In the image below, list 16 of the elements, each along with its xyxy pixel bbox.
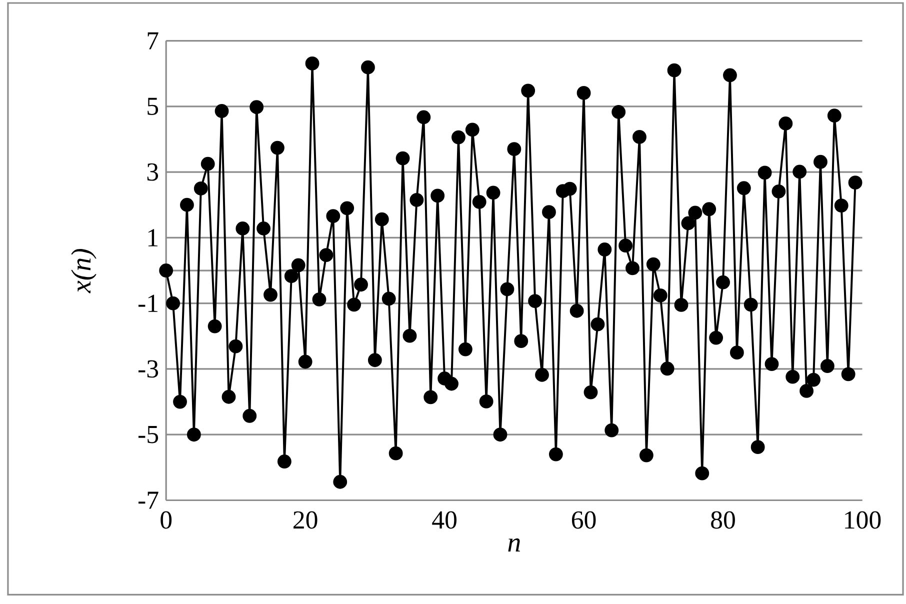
x-tick-label: 0: [160, 511, 172, 529]
x-axis-title: n: [508, 538, 520, 552]
y-tick-label: 1: [148, 229, 158, 246]
x-tick-label: 80: [711, 511, 735, 529]
y-tick-label: 3: [147, 164, 158, 181]
y-tick-label: 7: [148, 32, 158, 50]
y-tick-label: -1: [138, 294, 158, 312]
y-axis-title: x(n): [71, 249, 96, 294]
x-tick-label: 100: [845, 511, 881, 529]
y-tick-label: -3: [138, 360, 158, 378]
x-tick-label: 60: [572, 511, 596, 529]
y-tick-label: -7: [138, 492, 158, 509]
y-tick-label: -5: [138, 426, 158, 444]
x-tick-label: 40: [432, 511, 456, 529]
x-tick-label: 20: [294, 511, 318, 529]
y-tick-label: 5: [148, 98, 158, 116]
